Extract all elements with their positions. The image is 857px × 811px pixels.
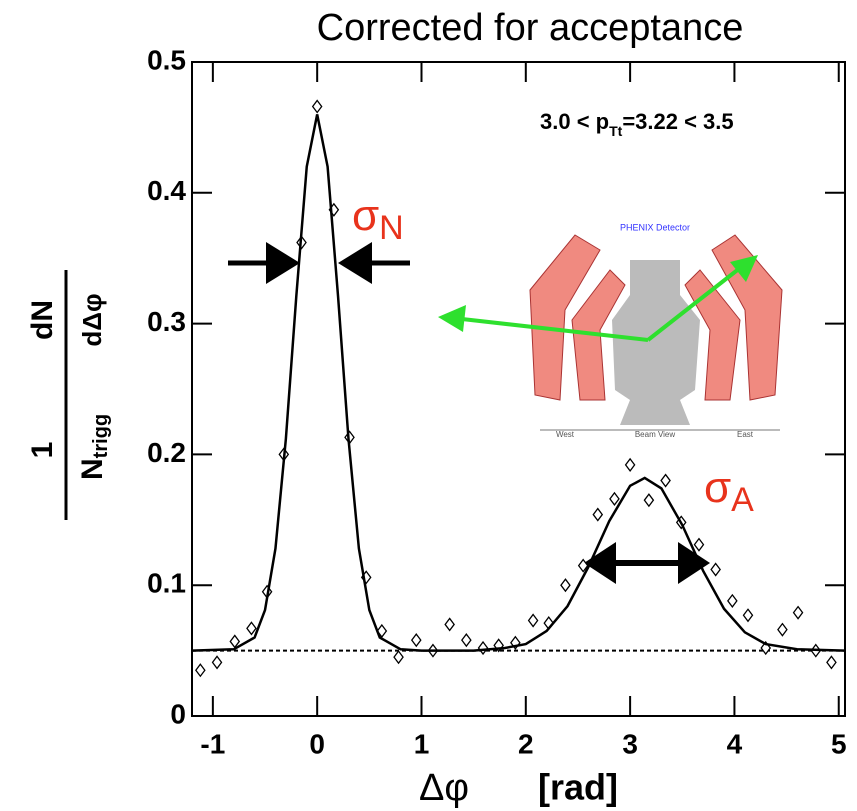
x-tick-label: 4 (727, 728, 743, 759)
fit-curve (191, 114, 846, 652)
annotation-text: =3.22 < 3.5 (622, 109, 733, 134)
data-point (461, 633, 472, 648)
annotation-sub: Tt (609, 123, 623, 139)
data-point (195, 663, 206, 678)
x-tick-label: 1 (414, 728, 430, 759)
data-point (527, 613, 539, 628)
data-point (742, 608, 754, 623)
x-tick-label: -1 (200, 728, 225, 759)
inset-east: East (737, 430, 754, 439)
inset-title: PHENIX Detector (620, 222, 690, 232)
data-point (211, 655, 223, 670)
data-point (710, 562, 721, 577)
data-point (643, 493, 655, 508)
x-tick-label: 2 (518, 728, 534, 759)
data-point (792, 605, 804, 620)
y-label: 1 Ntrigg dN dΔφ (26, 270, 112, 520)
sigma: σ (704, 463, 731, 512)
data-point (727, 593, 738, 608)
inset-view: Beam View (635, 430, 676, 439)
data-point (393, 650, 404, 665)
data-point (311, 99, 323, 114)
data-point (560, 578, 571, 593)
plot-frame (191, 61, 846, 717)
annotation: 3.0 < pTt=3.22 < 3.5 (540, 109, 734, 139)
data-point (826, 655, 837, 670)
annotation-text: 3.0 < p (540, 109, 609, 134)
x-label-unit: [rad] (538, 767, 618, 808)
data-point (609, 491, 620, 506)
x-tick-label: 5 (831, 728, 847, 759)
data-point (577, 558, 589, 573)
data-point (777, 622, 788, 637)
y-label-part: trigg (90, 414, 112, 458)
data-point (592, 507, 604, 522)
data-point (693, 537, 705, 552)
y-label-part: N (76, 458, 109, 480)
inset-west: West (556, 430, 575, 439)
data-point (660, 473, 671, 488)
y-tick-label: 0.3 (147, 306, 186, 337)
data-point (477, 640, 489, 656)
data-point (624, 457, 636, 472)
y-tick-label: 0.2 (147, 437, 186, 468)
x-tick-label: 3 (622, 728, 638, 759)
y-tick-label: 0 (170, 698, 186, 729)
data-point (410, 633, 422, 648)
away-label: σA (704, 463, 754, 519)
y-label-part: dΔφ (77, 293, 107, 346)
y-tick-label: 0.5 (147, 44, 186, 75)
detector-inset: PHENIX Detector West Beam View East (438, 215, 792, 440)
y-tick-label: 0.4 (147, 175, 186, 206)
sigma-sub: N (379, 209, 404, 247)
y-label-part: Ntrigg (76, 414, 112, 480)
width-arrows (228, 242, 710, 584)
x-tick-label: 0 (309, 728, 325, 759)
data-point (246, 621, 257, 636)
data-point (444, 617, 455, 632)
x-label: Δφ (419, 767, 469, 809)
y-label-part: dN (26, 300, 59, 340)
chart-title: Corrected for acceptance (317, 7, 744, 49)
y-label-part: 1 (26, 442, 59, 459)
near-label: σN (352, 191, 404, 247)
y-tick-label: 0.1 (147, 568, 186, 599)
sigma-sub: A (731, 481, 754, 519)
sigma: σ (352, 191, 379, 240)
